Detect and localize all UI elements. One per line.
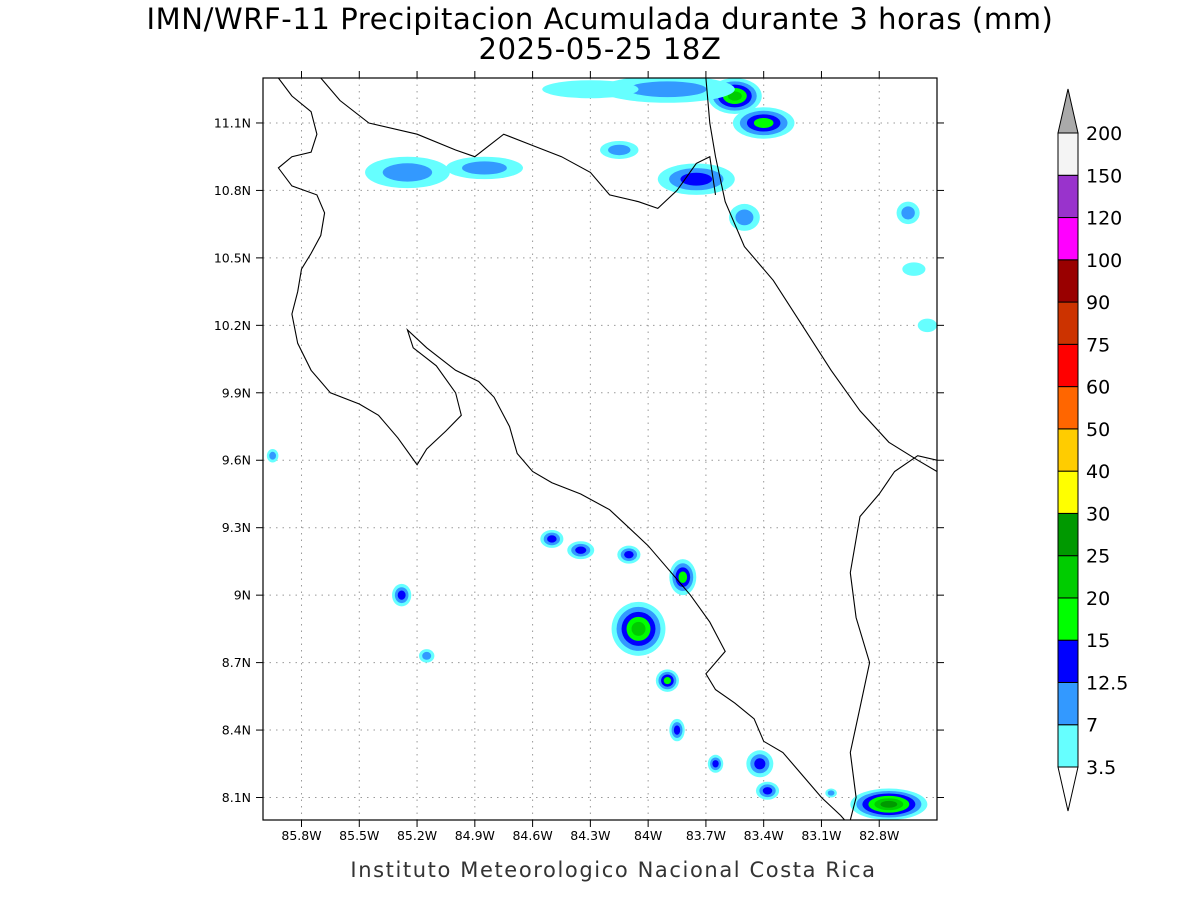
lon-tick-label: 85.8W xyxy=(281,828,321,843)
colorbar-swatch xyxy=(1057,301,1079,345)
colorbar-swatch xyxy=(1057,639,1079,683)
lat-tick-label: 10.2N xyxy=(214,318,251,333)
lon-tick-label: 84.6W xyxy=(512,828,552,843)
colorbar-label: 75 xyxy=(1086,334,1110,356)
precip-cell xyxy=(547,535,557,543)
precip-cell xyxy=(631,621,646,636)
colorbar-label: 200 xyxy=(1086,123,1122,145)
precip-cell xyxy=(624,550,634,559)
lon-tick-label: 83.1W xyxy=(801,828,841,843)
colorbar-swatch xyxy=(1057,386,1079,430)
axis-ticks: 11.1N 10.8N 10.5N 10.2N 9.9N 9.6N 9.3N 9N 8.7N 8.… xyxy=(214,71,944,843)
colorbar-label: 25 xyxy=(1086,546,1110,568)
colorbar-label: 12.5 xyxy=(1086,672,1128,694)
precip-cell xyxy=(673,725,681,735)
precip-cell xyxy=(461,161,507,175)
colorbar-swatch xyxy=(1057,259,1079,303)
colorbar-swatch xyxy=(1057,597,1079,641)
colorbar-swatch xyxy=(1057,681,1079,726)
colorbar-label: 40 xyxy=(1086,461,1110,483)
colorbar-swatch xyxy=(1057,343,1079,388)
nicaragua-border xyxy=(320,78,717,210)
precip-cell xyxy=(901,206,915,220)
colorbar-label: 15 xyxy=(1086,630,1110,652)
colorbar-label: 30 xyxy=(1086,503,1110,525)
panama-border xyxy=(849,455,937,820)
lat-tick-label: 8.1N xyxy=(222,790,251,805)
colorbar-label: 100 xyxy=(1086,250,1122,272)
colorbar-swatch xyxy=(1057,428,1079,472)
lat-tick-label: 9.3N xyxy=(222,520,251,535)
colorbar-label: 120 xyxy=(1086,208,1122,230)
precip-cell xyxy=(678,571,688,583)
lon-tick-label: 84.3W xyxy=(570,828,610,843)
precip-cell xyxy=(382,163,433,182)
lat-tick-label: 10.8N xyxy=(214,183,251,198)
precip-cell xyxy=(608,144,631,156)
colorbar-label: 60 xyxy=(1086,377,1110,399)
precip-cell xyxy=(712,760,719,768)
colorbar-swatch xyxy=(1057,174,1079,219)
lat-tick-label: 8.7N xyxy=(222,655,251,670)
precip-cell xyxy=(754,758,766,770)
colorbar-swatch xyxy=(1057,132,1079,176)
precip-cell xyxy=(762,787,773,795)
lat-tick-label: 11.1N xyxy=(214,115,251,130)
map-title: IMN/WRF-11 Precipitacion Acumulada duran… xyxy=(146,2,1054,36)
precip-cell xyxy=(575,546,587,554)
colorbar-label: 7 xyxy=(1086,715,1098,737)
precip-cell xyxy=(880,800,898,808)
lat-tick-label: 9.6N xyxy=(222,453,251,468)
precip-cell xyxy=(542,80,639,99)
precip-cell xyxy=(397,590,406,600)
lon-tick-label: 84.9W xyxy=(455,828,495,843)
colorbar-swatch xyxy=(1057,512,1079,557)
pacific-coastline xyxy=(277,78,846,820)
colorbar-label: 50 xyxy=(1086,419,1110,441)
lon-tick-label: 85.5W xyxy=(339,828,379,843)
precip-cell xyxy=(917,318,937,333)
precip-cell xyxy=(680,172,713,186)
lon-tick-label: 83.7W xyxy=(686,828,726,843)
colorbar-label: 150 xyxy=(1086,165,1122,187)
precip-cell xyxy=(827,790,835,796)
lat-tick-label: 9N xyxy=(234,588,251,603)
colorbar-label: 20 xyxy=(1086,588,1110,610)
colorbar-swatch xyxy=(1057,470,1079,514)
lon-tick-label: 82.8W xyxy=(859,828,899,843)
colorbar-label: 90 xyxy=(1086,292,1110,314)
lon-tick-label: 84W xyxy=(634,828,662,843)
map-subtitle-datetime: 2025-05-25 18Z xyxy=(478,32,722,66)
colorbar-legend: 3.5 7 12.5 15 20 25 30 40 50 60 75 90 100 120 150 200 xyxy=(1057,88,1128,812)
precip-cell xyxy=(269,451,276,460)
lon-tick-label: 85.2W xyxy=(397,828,437,843)
precip-cell xyxy=(422,651,432,660)
coastlines-borders xyxy=(277,78,937,820)
lat-tick-label: 10.5N xyxy=(214,250,251,265)
precip-cell xyxy=(727,91,742,101)
precip-cell xyxy=(628,81,707,98)
precip-cell xyxy=(735,209,754,226)
credit-footer: Instituto Meteorologico Nacional Costa R… xyxy=(350,858,877,882)
colorbar-lower-arrow xyxy=(1057,766,1079,812)
precipitation-field xyxy=(266,78,937,820)
colorbar-label: 3.5 xyxy=(1086,757,1116,779)
colorbar-swatch xyxy=(1057,217,1079,261)
precip-cell xyxy=(663,677,672,685)
map-gridlines xyxy=(263,78,937,820)
precip-cell xyxy=(902,262,926,276)
precip-cell xyxy=(753,117,774,128)
caribbean-coastline xyxy=(705,78,937,472)
lat-tick-label: 9.9N xyxy=(222,385,251,400)
colorbar-swatch xyxy=(1057,724,1079,768)
colorbar-upper-arrow xyxy=(1057,88,1079,134)
lat-tick-label: 8.4N xyxy=(222,723,251,738)
map-frame xyxy=(262,77,938,821)
lon-tick-label: 83.4W xyxy=(744,828,784,843)
colorbar-swatch xyxy=(1057,555,1079,599)
